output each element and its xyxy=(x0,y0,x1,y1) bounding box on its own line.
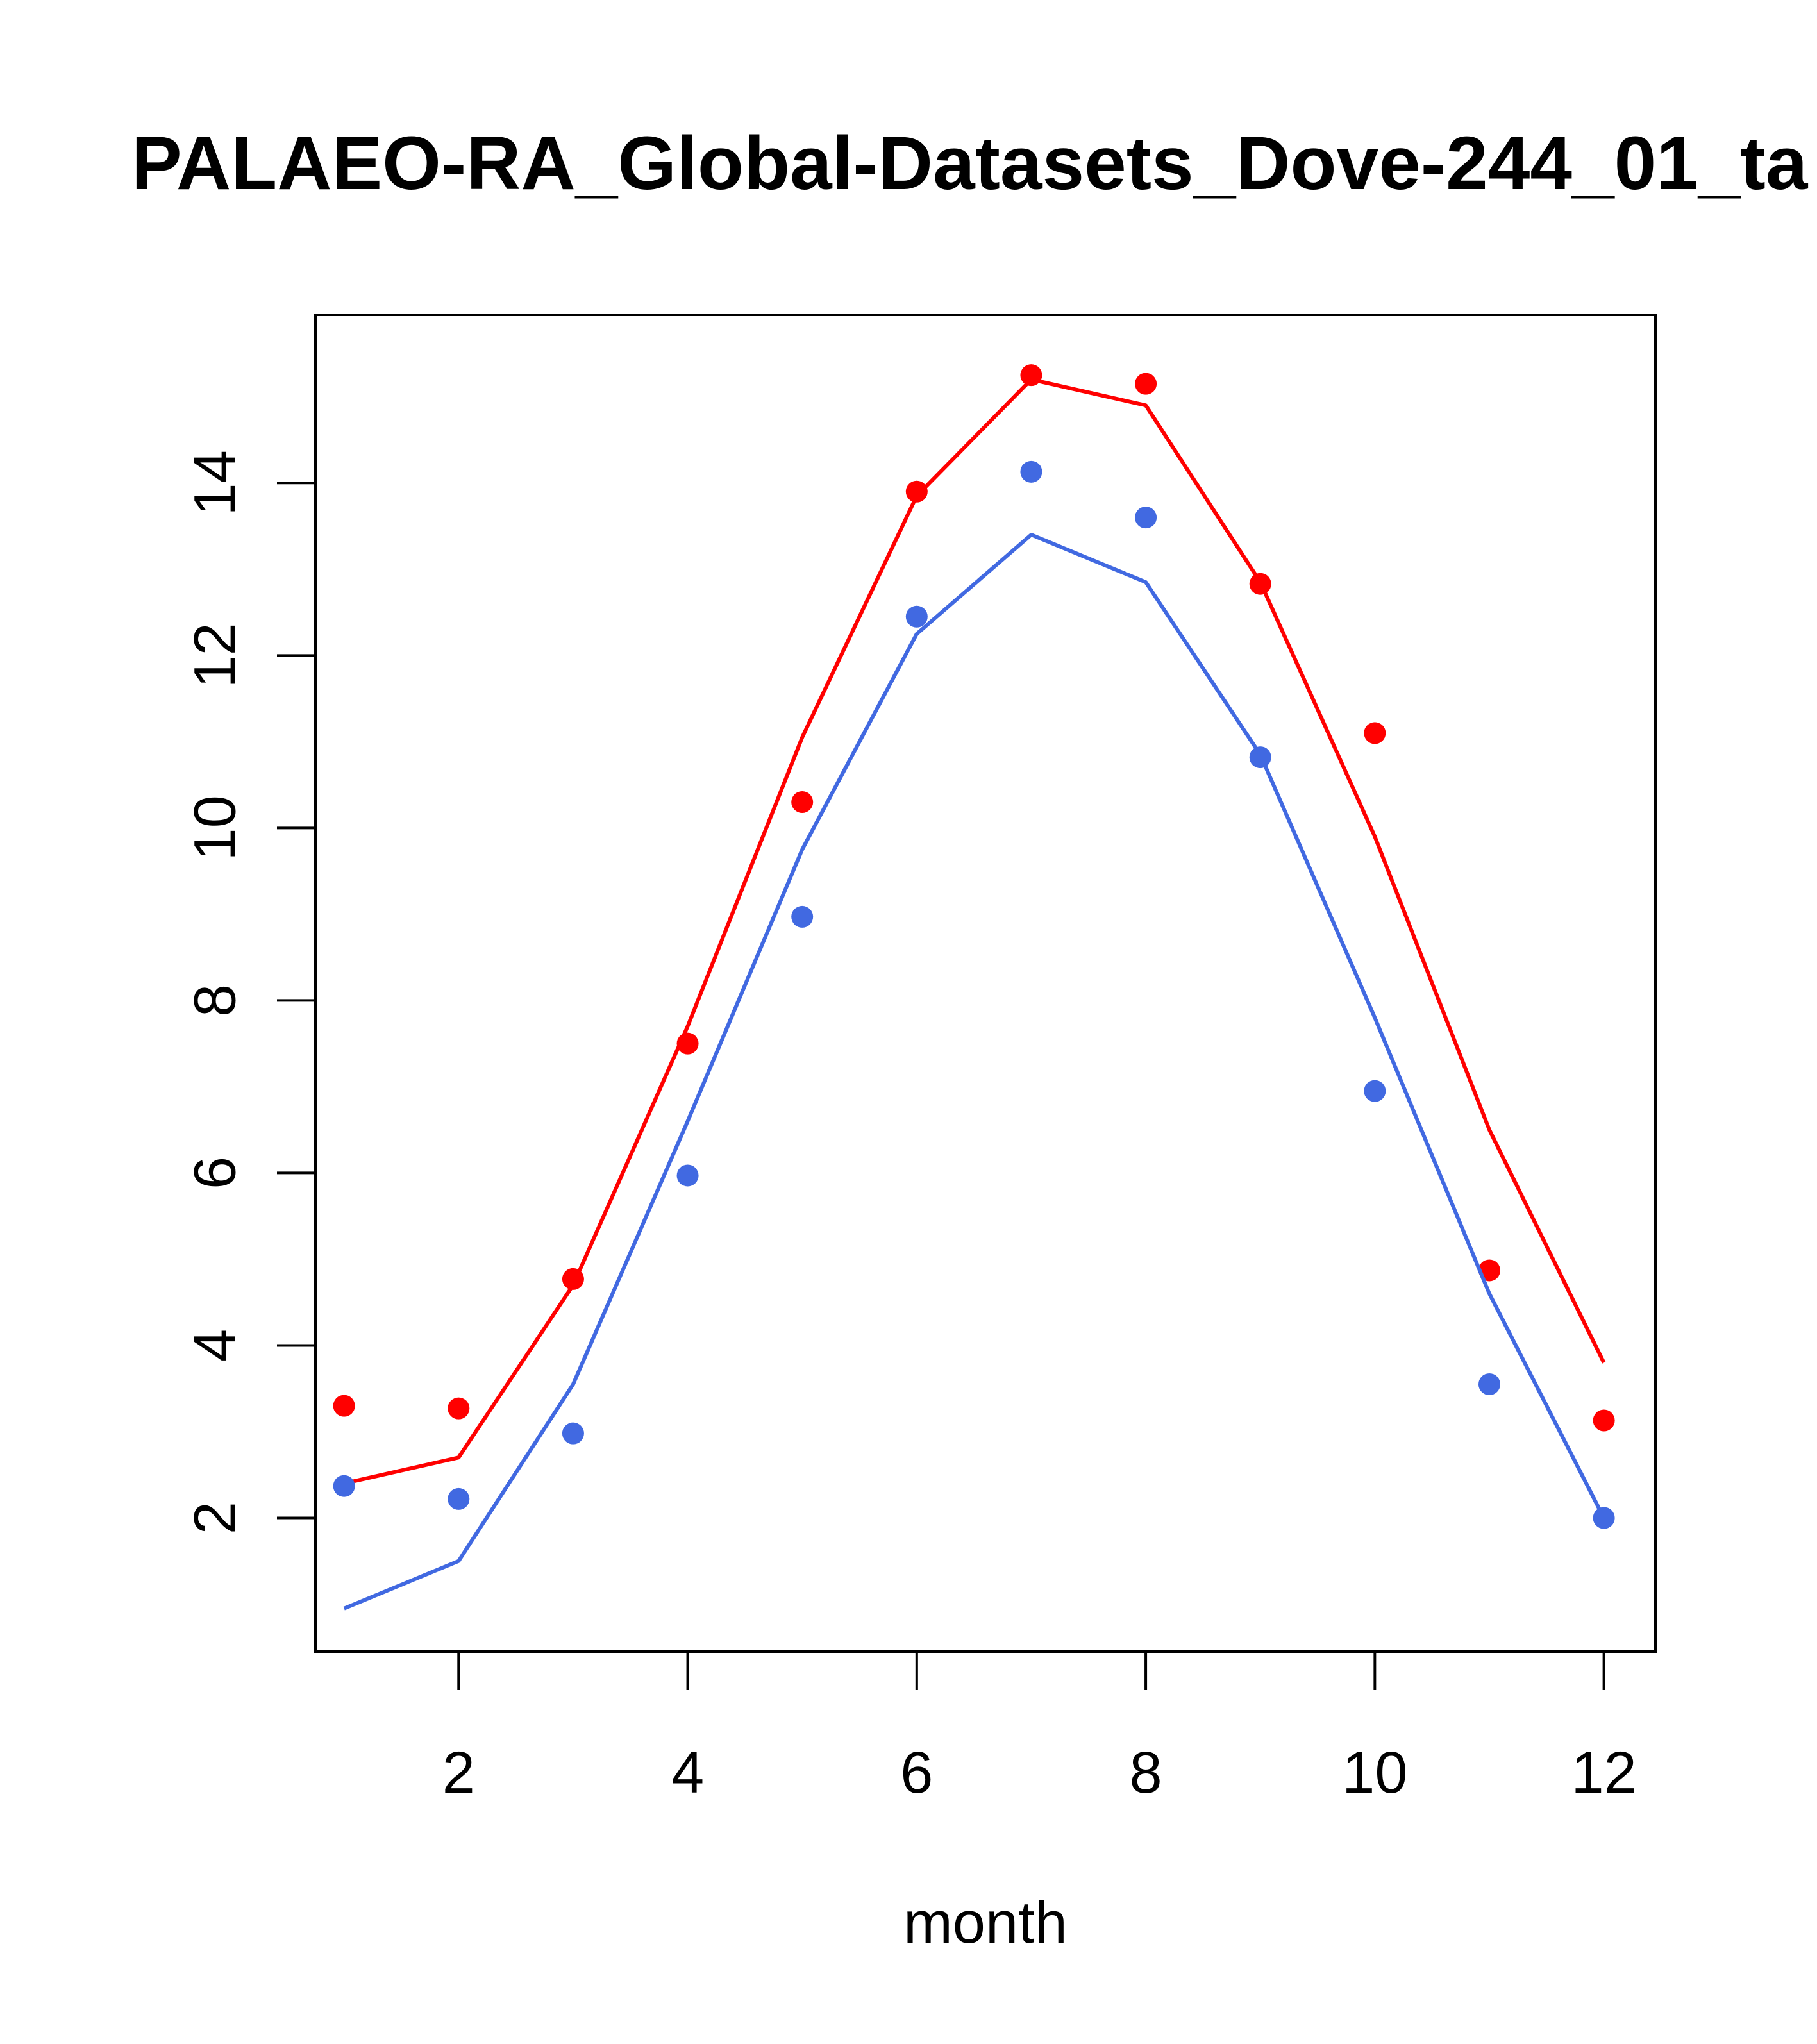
x-axis: 2 4 6 8 10 12 xyxy=(442,1652,1637,1805)
data-point xyxy=(905,605,928,628)
y-tick-label: 2 xyxy=(182,1502,247,1534)
data-point xyxy=(1020,460,1042,483)
chart-title: PALAEO-RA_Global-Datasets_Dove-244_01_ta xyxy=(131,121,1809,206)
x-tick-label: 6 xyxy=(900,1740,933,1805)
x-axis-label: month xyxy=(903,1890,1068,1956)
plot-frame xyxy=(314,314,1657,1653)
x-tick-label: 8 xyxy=(1129,1740,1162,1805)
x-tick-label: 2 xyxy=(442,1740,475,1805)
data-point xyxy=(1135,373,1157,395)
data-point xyxy=(791,905,814,928)
data-point xyxy=(562,1422,584,1445)
series-line-0 xyxy=(343,377,1606,1486)
series-layer xyxy=(333,364,1615,1611)
data-point xyxy=(1364,1080,1386,1102)
y-tick-label: 8 xyxy=(182,984,247,1017)
data-point xyxy=(1593,1409,1615,1432)
data-point xyxy=(333,1395,355,1417)
data-point xyxy=(1364,722,1386,744)
data-point xyxy=(1249,746,1271,769)
data-point xyxy=(333,1475,355,1497)
series-line-2 xyxy=(343,533,1606,1611)
x-tick-label: 12 xyxy=(1571,1740,1636,1805)
data-point xyxy=(562,1268,584,1290)
data-point xyxy=(448,1487,470,1510)
y-tick-label: 10 xyxy=(182,795,247,860)
data-point xyxy=(448,1397,470,1420)
data-point xyxy=(791,791,814,814)
y-tick-label: 6 xyxy=(182,1157,247,1189)
data-point xyxy=(676,1032,699,1055)
data-point xyxy=(1135,507,1157,529)
data-point xyxy=(1478,1373,1500,1395)
y-axis: 2 4 6 8 10 12 14 xyxy=(182,450,315,1534)
data-point xyxy=(676,1164,699,1187)
data-point xyxy=(1249,573,1271,595)
y-tick-label: 14 xyxy=(182,450,247,515)
data-point xyxy=(905,480,928,503)
data-point xyxy=(1020,364,1042,387)
x-tick-label: 10 xyxy=(1342,1740,1407,1805)
y-tick-label: 12 xyxy=(182,623,247,688)
y-tick-label: 4 xyxy=(182,1329,247,1362)
data-point xyxy=(1593,1507,1615,1529)
x-tick-label: 4 xyxy=(671,1740,704,1805)
